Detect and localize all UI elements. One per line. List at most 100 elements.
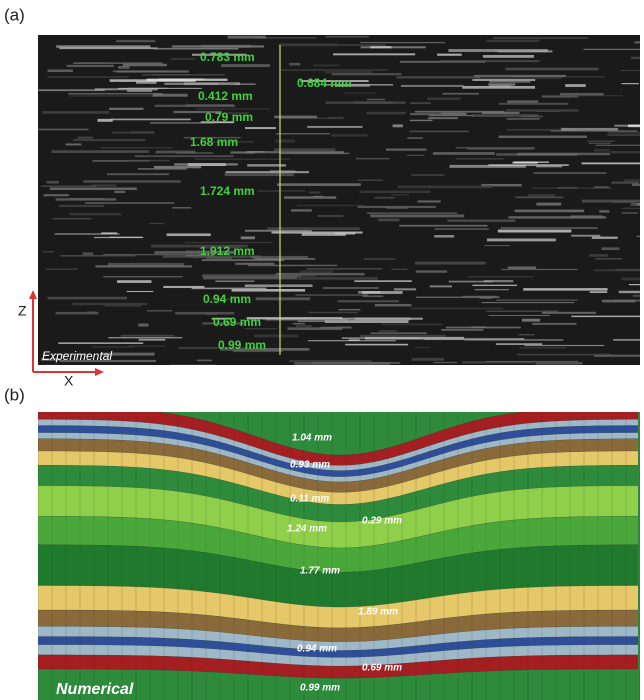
measurement: 1.89 mm — [358, 607, 398, 618]
texture — [486, 310, 559, 312]
texture — [621, 277, 640, 281]
texture — [101, 232, 118, 234]
ply-band — [38, 425, 638, 477]
texture — [338, 308, 361, 311]
texture — [370, 214, 465, 218]
texture — [506, 117, 540, 120]
texture — [410, 307, 503, 310]
texture — [244, 328, 278, 330]
texture — [131, 131, 155, 134]
texture — [100, 147, 173, 149]
texture — [253, 334, 299, 338]
texture — [474, 288, 509, 291]
measurement: 0.99 mm — [218, 338, 266, 352]
measurement: 0.79 mm — [205, 110, 253, 124]
texture — [391, 268, 408, 271]
panel-label: (a) — [4, 5, 25, 24]
texture — [331, 73, 402, 76]
texture — [357, 205, 436, 208]
texture — [294, 362, 390, 365]
texture — [317, 215, 344, 217]
texture — [505, 67, 599, 71]
texture — [274, 148, 336, 152]
texture — [409, 130, 469, 133]
texture — [46, 268, 79, 271]
texture — [72, 302, 148, 306]
texture — [348, 339, 360, 341]
texture — [497, 229, 572, 233]
texture — [396, 76, 480, 79]
texture — [120, 334, 175, 337]
ply-band — [38, 432, 638, 482]
texture — [397, 185, 493, 189]
texture — [445, 326, 521, 329]
texture — [202, 322, 247, 325]
texture — [172, 207, 192, 209]
texture — [621, 212, 638, 215]
texture — [495, 343, 543, 345]
texture — [331, 134, 368, 137]
mesh-line — [38, 654, 639, 667]
texture — [437, 53, 462, 56]
texture — [94, 88, 158, 91]
texture — [411, 357, 444, 361]
texture — [92, 160, 150, 162]
mesh-line — [38, 644, 639, 658]
texture — [86, 311, 97, 314]
texture — [55, 311, 99, 315]
measurement: 0.94 mm — [203, 292, 251, 306]
texture — [364, 258, 396, 260]
measurement: 0.93 mm — [290, 460, 330, 471]
texture — [295, 325, 313, 328]
texture — [183, 136, 241, 139]
texture — [310, 69, 389, 71]
texture — [409, 119, 433, 122]
texture — [337, 300, 400, 303]
texture — [362, 291, 403, 294]
texture — [518, 334, 535, 336]
texture — [565, 84, 586, 88]
texture — [47, 296, 128, 300]
ply-band — [38, 610, 638, 642]
texture — [127, 89, 153, 92]
texture — [47, 76, 129, 78]
texture — [72, 138, 146, 142]
texture — [42, 111, 110, 114]
texture — [354, 317, 411, 321]
arrowhead — [29, 290, 37, 299]
texture — [158, 78, 205, 81]
measurement: 0.69 mm — [213, 315, 261, 329]
texture — [473, 74, 566, 77]
texture — [378, 218, 400, 222]
texture — [231, 289, 306, 292]
texture — [42, 353, 91, 356]
texture — [628, 283, 640, 286]
mesh-line — [38, 585, 639, 608]
texture — [541, 95, 579, 98]
measurement: 1.912 mm — [200, 244, 255, 258]
texture — [489, 81, 531, 83]
texture — [307, 125, 363, 128]
texture — [621, 207, 640, 209]
texture — [162, 255, 261, 258]
measurement: 1.77 mm — [300, 566, 340, 577]
ply-band — [38, 465, 638, 522]
mesh-line — [38, 450, 639, 493]
texture — [278, 43, 337, 47]
texture — [283, 196, 337, 199]
texture — [392, 124, 403, 128]
texture — [472, 284, 518, 287]
texture — [292, 322, 305, 325]
texture — [91, 184, 117, 187]
texture — [521, 115, 544, 118]
texture — [43, 194, 69, 197]
texture — [185, 254, 215, 257]
texture — [112, 131, 133, 134]
texture — [550, 130, 638, 132]
measurement: 0.684 mm — [297, 76, 352, 90]
ply-band — [38, 544, 638, 608]
texture — [322, 287, 379, 289]
texture — [440, 60, 540, 63]
texture — [127, 159, 170, 162]
mesh-line — [38, 425, 639, 471]
